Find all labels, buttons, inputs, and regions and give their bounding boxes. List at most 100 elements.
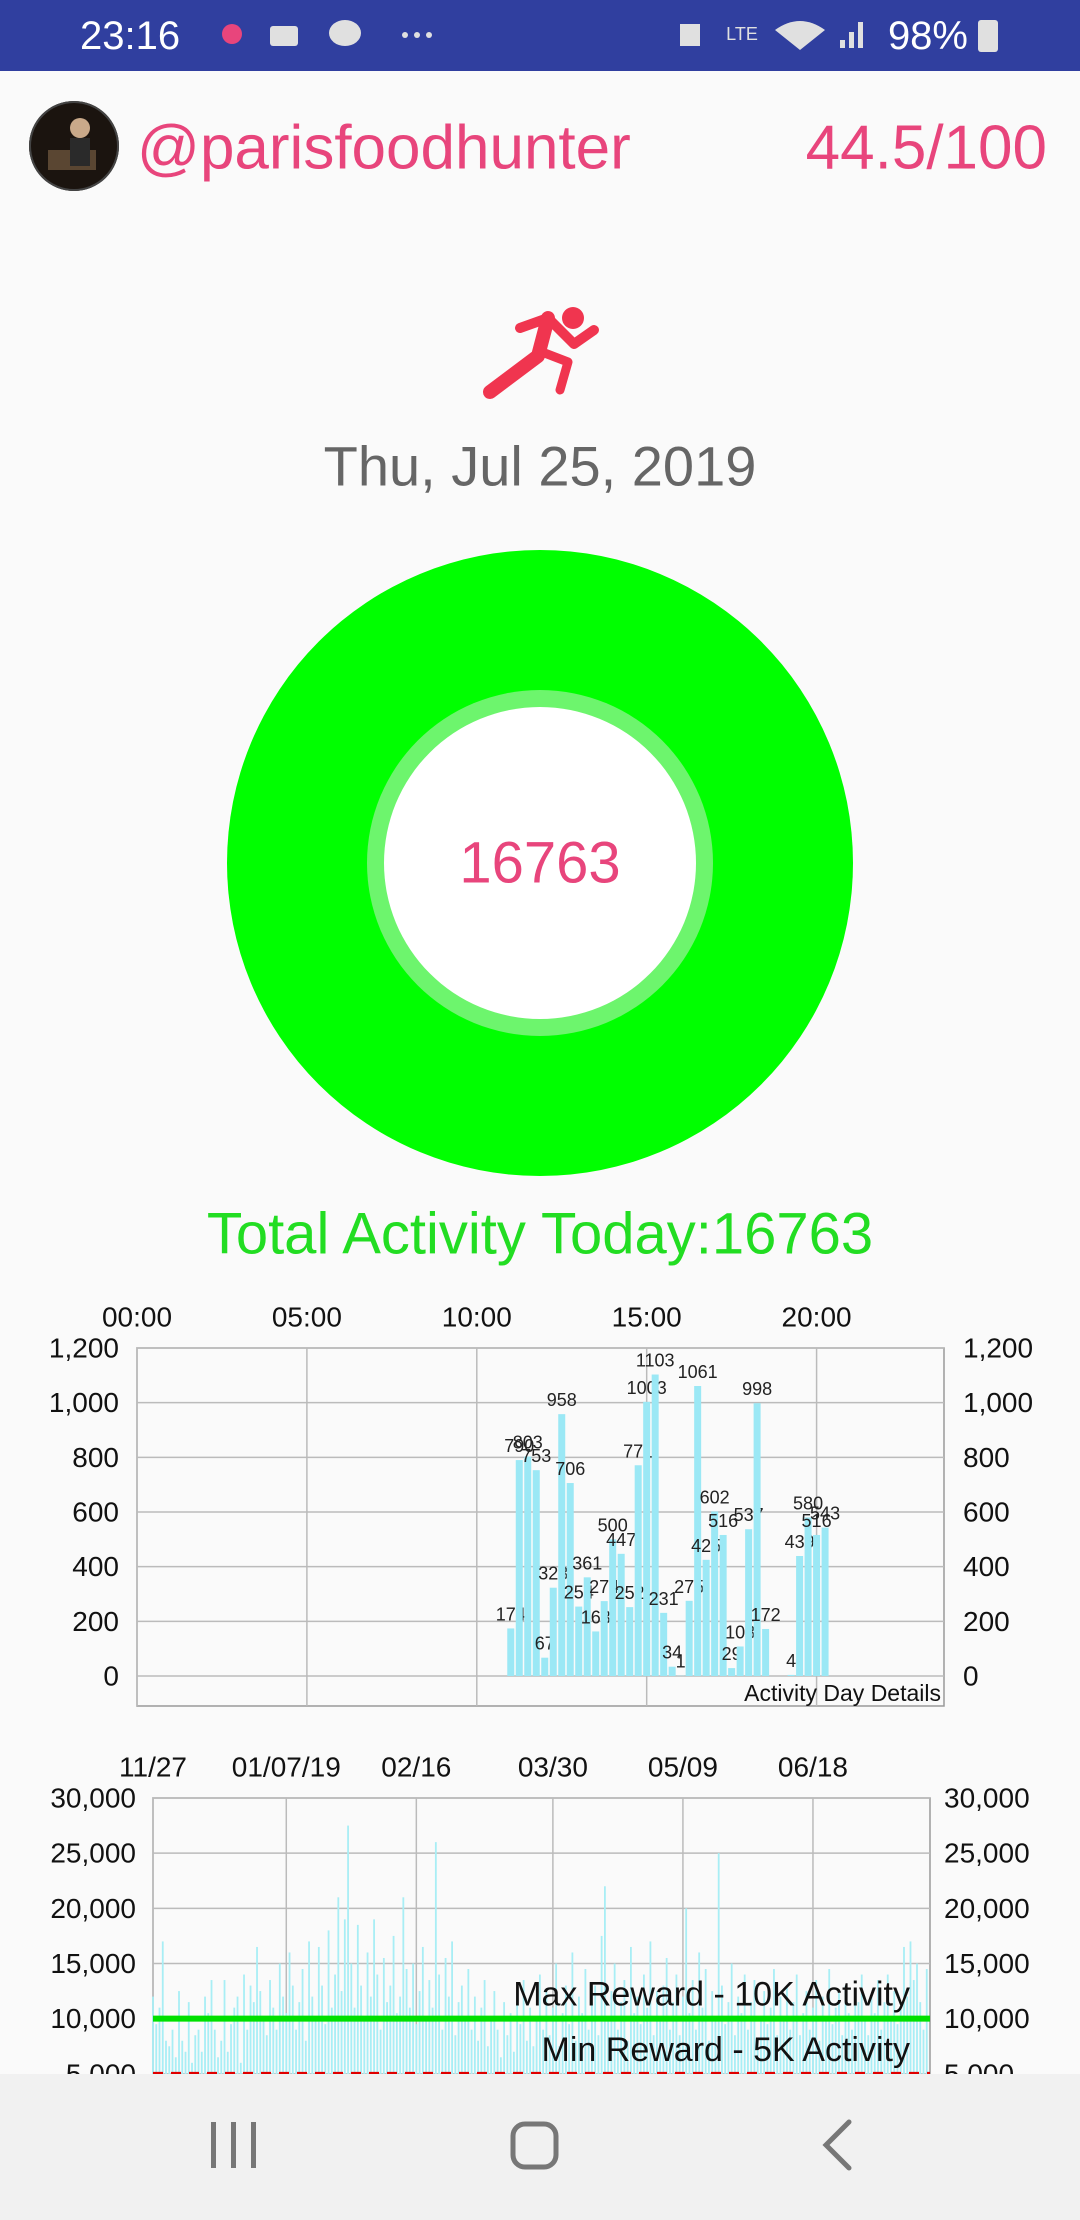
bar [483,1980,486,2129]
bar [395,2013,398,2129]
bar [298,2002,301,2129]
bar [813,1534,821,1676]
bar [575,1606,583,1676]
bar [480,2007,483,2129]
bar [541,1657,549,1676]
home-button[interactable] [510,2121,559,2170]
status-bar [0,0,1080,71]
bar [643,1401,651,1676]
bar [916,1963,918,2129]
bar [704,1969,707,2129]
bar [721,1985,723,2129]
data-label: 516 [708,1511,738,1531]
data-label: 753 [521,1446,551,1466]
bar [421,1946,424,2129]
bar [584,1969,587,2129]
y2-tick-label: 15,000 [944,1948,1030,1979]
x-tick-label: 02/16 [381,1752,451,1783]
data-label: 500 [598,1515,628,1535]
bar [600,1935,603,2129]
data-label: 172 [751,1605,781,1625]
bar [353,2007,356,2129]
bar [903,1946,905,2129]
x-tick-label: 01/07/19 [232,1752,341,1783]
bar [343,1919,346,2129]
bar [662,1985,665,2129]
x-tick-label: 05/09 [648,1752,718,1783]
limit-line-label: Max Reward - 10K Activity [513,1976,910,2014]
bar [558,1414,566,1676]
bar [249,1985,252,2129]
bar [672,2002,675,2129]
avatar[interactable] [29,101,119,191]
bar [522,1980,525,2129]
back-button[interactable] [822,2119,852,2171]
x-tick-label: 00:00 [102,1302,172,1333]
bar [634,1465,642,1676]
bar [252,2002,255,2129]
bar [609,1539,617,1676]
bar [912,1980,915,2129]
bar [711,1511,719,1676]
y2-tick-label: 1,200 [963,1333,1033,1364]
bar [620,2002,623,2129]
data-label: 516 [802,1511,832,1531]
bar [566,1483,574,1676]
activity-icon [483,307,599,399]
limit-line-label: Min Reward - 5K Activity [542,2031,910,2069]
bar [301,1969,304,2129]
recent-apps-button[interactable] [211,2122,256,2168]
bar [347,1825,349,2129]
bar [727,2002,730,2129]
x-tick-label: 15:00 [612,1302,682,1333]
bar [457,2002,460,2129]
bar [438,1974,440,2129]
bar [243,1974,245,2129]
y-tick-label: 0 [103,1661,119,1692]
bar [356,1924,359,2129]
x-tick-label: 20:00 [782,1302,852,1333]
x-tick-label: 05:00 [272,1302,342,1333]
bar [392,1935,395,2129]
bar [763,1991,766,2129]
bar [630,1946,632,2129]
username[interactable]: @parisfoodhunter [137,114,631,183]
ring-value: 16763 [459,831,620,896]
bar [745,1529,753,1676]
bar [691,1980,694,2129]
bar [577,1996,580,2129]
bar [210,1980,213,2129]
bar [590,2002,593,2129]
battery-level: 98% [888,14,968,58]
bar [207,2013,210,2129]
bar [308,1941,310,2129]
bar [815,1980,818,2129]
bar [668,1666,676,1676]
bar [223,1980,226,2129]
status-time: 23:16 [80,14,180,58]
bar [386,2002,388,2129]
bar [551,2007,554,2129]
bar [366,1952,369,2129]
data-label: 1061 [678,1362,718,1382]
bar [434,1842,437,2129]
bar [490,2018,493,2129]
bar [660,1612,668,1676]
bar [571,1952,574,2129]
charts: 0 0 200 200 400 400 600 600 800 800 1,000 1,000 1,20… [49,1302,1033,2130]
x-tick-label: 06/18 [778,1752,848,1783]
bar [736,1646,744,1676]
bar [350,1963,353,2129]
data-label: 958 [547,1390,577,1410]
bar [787,1674,795,1676]
bar [750,2002,753,2129]
bar [600,1601,608,1676]
bar [399,1996,401,2129]
bar [873,2013,876,2129]
bar [467,1969,470,2129]
y2-tick-label: 10,000 [944,2003,1030,2034]
data-label: 447 [606,1530,636,1550]
bar [272,2007,275,2129]
data-label: 790 [504,1436,534,1456]
activity-ring [227,550,853,1176]
